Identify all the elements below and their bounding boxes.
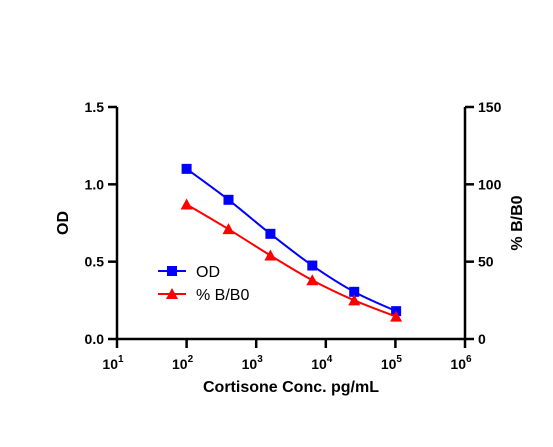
left-y-tick-label: 1.5 — [85, 99, 105, 115]
data-point-b-b0 — [264, 249, 277, 261]
x-tick-label: 101 — [102, 354, 124, 372]
data-point-od — [181, 163, 192, 174]
left-y-tick-label: 1.0 — [85, 176, 105, 192]
right-y-tick-label: 50 — [478, 254, 494, 270]
left-y-ticks: 0.0 0.5 1.0 1.5 — [85, 99, 117, 347]
legend-marker-b-b0 — [166, 288, 178, 299]
data-point-b-b0 — [390, 310, 403, 322]
data-point-od — [349, 286, 360, 297]
right-y-tick-label: 150 — [478, 99, 502, 115]
left-y-tick-label: 0.5 — [85, 254, 105, 270]
right-y-tick-label: 0 — [478, 331, 486, 347]
x-tick-label: 105 — [381, 354, 403, 372]
left-y-tick-label: 0.0 — [85, 331, 105, 347]
data-point-b-b0 — [222, 223, 235, 235]
legend-marker-od — [167, 266, 177, 276]
x-tick-label: 103 — [242, 354, 264, 372]
legend: OD % B/B0 — [158, 264, 249, 304]
data-point-od — [223, 194, 234, 205]
x-ticks: 101 102 103 104 105 106 — [102, 339, 472, 372]
right-y-axis-title: % B/B0 — [509, 195, 526, 250]
x-tick-label: 104 — [311, 354, 333, 372]
x-tick-label: 102 — [172, 354, 194, 372]
data-point-od — [307, 260, 318, 271]
left-y-axis-title: OD — [55, 211, 72, 235]
plot-frame — [115, 107, 467, 341]
right-y-tick-label: 100 — [478, 176, 502, 192]
data-point-od — [265, 228, 276, 239]
data-point-b-b0 — [180, 198, 193, 210]
legend-label-od: OD — [196, 264, 220, 281]
legend-label-b-b0: % B/B0 — [196, 287, 249, 304]
series-layer — [180, 163, 403, 322]
x-axis-title: Cortisone Conc. pg/mL — [203, 379, 379, 396]
data-point-b-b0 — [306, 274, 319, 286]
right-y-ticks: 0 50 100 150 — [465, 99, 502, 347]
x-tick-label: 106 — [450, 354, 472, 372]
data-point-b-b0 — [348, 294, 361, 306]
